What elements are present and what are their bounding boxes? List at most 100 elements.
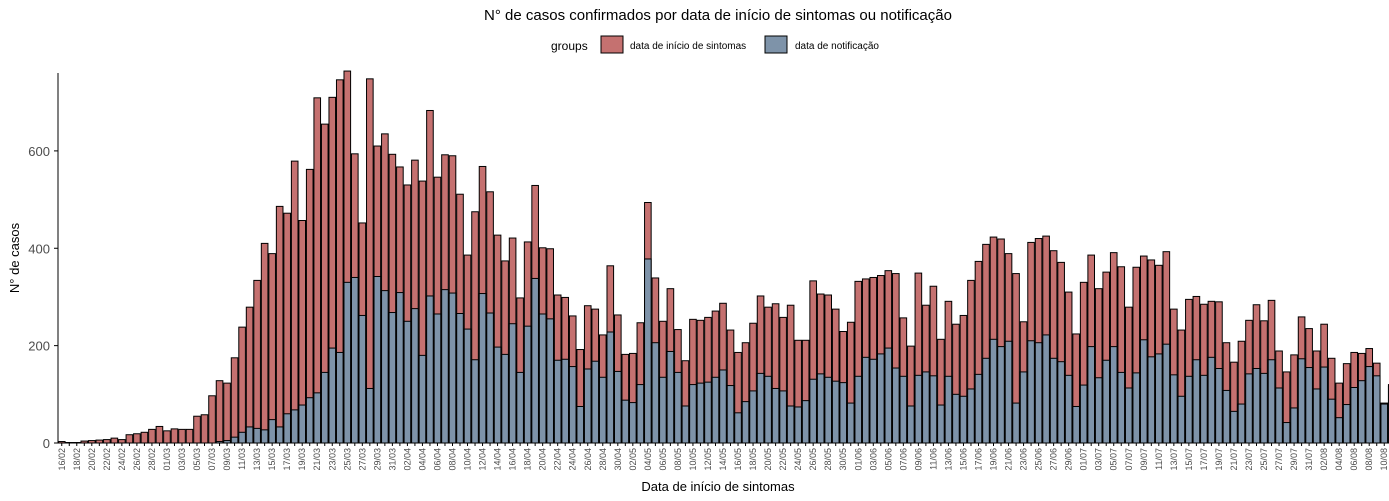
notificacao-bar <box>576 405 585 444</box>
notificacao-bar <box>456 313 464 444</box>
notificacao-bar <box>1372 375 1381 444</box>
sintomas-bar <box>140 431 149 444</box>
notificacao-bar <box>1139 339 1148 444</box>
notificacao-bar <box>914 374 923 444</box>
x-tick-label: 25/07 <box>1259 448 1269 471</box>
notificacao-bar <box>1305 367 1313 444</box>
notificacao-bar <box>448 292 457 444</box>
x-tick-label: 24/02 <box>117 448 127 471</box>
notificacao-bar <box>305 397 314 444</box>
notificacao-bar <box>1215 368 1223 444</box>
notificacao-bar <box>1087 346 1096 444</box>
notificacao-bar <box>1064 374 1073 444</box>
notificacao-bar <box>1327 398 1336 444</box>
notificacao-bar <box>1357 380 1366 444</box>
notificacao-bar <box>1034 342 1043 444</box>
notificacao-bar <box>967 388 975 444</box>
sintomas-bar <box>185 428 194 444</box>
x-tick-label: 19/03 <box>297 448 307 471</box>
x-tick-label: 15/03 <box>267 448 277 471</box>
y-tick-label: 600 <box>28 144 50 159</box>
notificacao-bar <box>846 402 855 444</box>
sintomas-bar <box>283 212 291 444</box>
sintomas-bar <box>313 97 322 444</box>
notificacao-bar <box>764 375 772 444</box>
x-tick-label: 27/03 <box>357 448 367 471</box>
notificacao-bar <box>711 376 720 444</box>
notificacao-bar <box>997 346 1005 444</box>
notificacao-bar <box>1312 388 1321 444</box>
notificacao-bar <box>1192 359 1201 444</box>
notificacao-bar <box>320 371 329 444</box>
notificacao-bar <box>869 358 878 444</box>
notificacao-bar <box>719 369 727 444</box>
notificacao-bar <box>561 358 570 444</box>
x-tick-label: 27/06 <box>1049 448 1059 471</box>
sintomas-bar <box>118 439 126 444</box>
x-tick-label: 13/07 <box>1169 448 1179 471</box>
x-tick-label: 04/08 <box>1334 448 1344 471</box>
notificacao-bar <box>741 401 750 444</box>
sintomas-bar <box>230 357 239 444</box>
notificacao-bar <box>358 314 367 444</box>
notificacao-bar <box>388 312 397 444</box>
sintomas-bar <box>290 160 299 444</box>
notificacao-bar <box>636 384 645 444</box>
x-tick-label: 06/04 <box>432 448 442 471</box>
x-tick-label: 23/06 <box>1019 448 1029 471</box>
notificacao-bar <box>1267 359 1276 444</box>
notificacao-bar <box>1117 371 1126 444</box>
notificacao-bar <box>411 308 419 444</box>
notificacao-bar <box>1222 389 1231 444</box>
x-tick-label: 04/04 <box>417 448 427 471</box>
notificacao-bar <box>538 313 547 444</box>
notificacao-bar <box>1237 403 1246 444</box>
x-tick-label: 30/04 <box>613 448 623 471</box>
x-tick-label: 29/06 <box>1064 448 1074 471</box>
x-tick-label: 17/03 <box>282 448 292 471</box>
notificacao-bar <box>298 404 307 444</box>
x-tick-label: 20/04 <box>538 448 548 471</box>
notificacao-bar <box>824 376 833 444</box>
x-tick-label: 19/06 <box>989 448 999 471</box>
x-tick-label: 18/04 <box>523 448 533 471</box>
x-tick-label: 06/05 <box>658 448 668 471</box>
notificacao-bar <box>1012 402 1020 444</box>
notificacao-bar <box>230 436 239 444</box>
legend-label-notificacao: data de notificação <box>795 41 879 52</box>
notificacao-bar <box>1109 346 1118 444</box>
x-tick-label: 18/02 <box>72 448 82 471</box>
notificacao-bar <box>290 409 299 444</box>
notificacao-bar <box>501 353 509 444</box>
notificacao-bar <box>1297 358 1306 444</box>
notificacao-bar <box>907 405 915 444</box>
x-tick-label: 28/02 <box>147 448 157 471</box>
x-tick-label: 27/07 <box>1274 448 1284 471</box>
notificacao-bar <box>433 313 442 444</box>
notificacao-bar <box>689 384 697 444</box>
notificacao-bar <box>681 405 690 444</box>
x-tick-label: 14/05 <box>718 448 728 471</box>
notificacao-bar <box>335 351 344 444</box>
notificacao-bar <box>756 372 765 444</box>
notificacao-bar <box>809 378 817 444</box>
x-tick-label: 26/02 <box>132 448 142 471</box>
notificacao-bar <box>1019 371 1028 444</box>
notificacao-bar <box>478 293 487 444</box>
x-tick-label: 16/04 <box>508 448 518 471</box>
x-tick-label: 24/04 <box>568 448 578 471</box>
sintomas-bar <box>208 395 216 444</box>
notificacao-bar <box>1290 407 1298 444</box>
x-tick-label: 22/02 <box>102 448 112 471</box>
notificacao-bar <box>343 281 352 444</box>
series-notificacao-bars <box>215 258 1389 444</box>
x-tick-label: 10/05 <box>688 448 698 471</box>
sintomas-bar <box>103 439 111 444</box>
notificacao-bar <box>268 419 276 444</box>
notificacao-bar <box>351 276 359 444</box>
chart-title: N° de casos confirmados por data de iníc… <box>484 7 952 24</box>
notificacao-bar <box>1380 403 1389 444</box>
notificacao-bar <box>614 370 622 444</box>
notificacao-bar <box>1342 404 1351 444</box>
